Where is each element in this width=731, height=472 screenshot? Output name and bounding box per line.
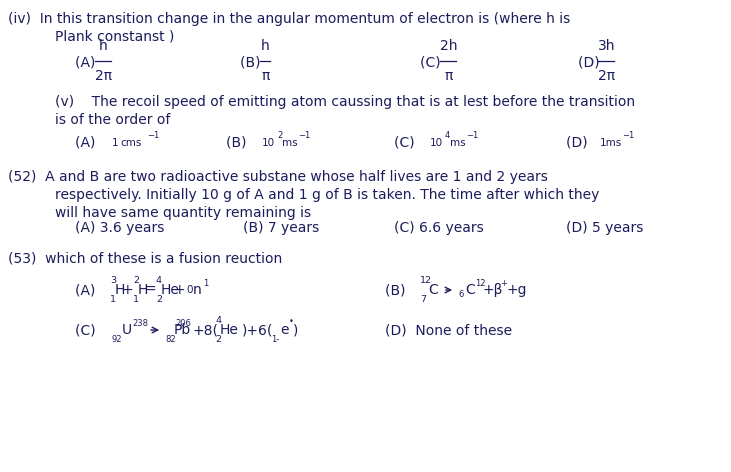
Text: He: He	[220, 323, 238, 337]
Text: will have same quantity remaining is: will have same quantity remaining is	[55, 206, 311, 220]
Text: is of the order of: is of the order of	[55, 113, 170, 127]
Text: H: H	[137, 283, 148, 297]
Text: 1: 1	[203, 278, 208, 287]
Text: =: =	[145, 283, 156, 297]
Text: (D) 5 years: (D) 5 years	[566, 221, 643, 235]
Text: ): )	[293, 323, 298, 337]
Text: (A): (A)	[75, 283, 99, 297]
Text: 1: 1	[133, 295, 139, 304]
Text: 7: 7	[420, 295, 426, 304]
Text: −1: −1	[147, 132, 159, 141]
Text: π: π	[261, 69, 270, 83]
Text: (D)  None of these: (D) None of these	[385, 323, 512, 337]
Text: −1: −1	[622, 132, 635, 141]
Text: −1: −1	[466, 132, 478, 141]
Text: +: +	[500, 278, 507, 287]
Text: 2h: 2h	[439, 39, 457, 53]
Text: +g: +g	[506, 283, 526, 297]
Text: H: H	[115, 283, 125, 297]
Text: 238: 238	[132, 319, 148, 328]
Text: 1: 1	[110, 295, 116, 304]
Text: 4: 4	[156, 276, 162, 285]
Text: (D): (D)	[578, 55, 604, 69]
Text: π: π	[444, 69, 452, 83]
Text: 3: 3	[110, 276, 116, 285]
Text: ms: ms	[450, 138, 466, 148]
Text: (C): (C)	[75, 323, 100, 337]
Text: +8(: +8(	[193, 323, 219, 337]
Text: Plank constanst ): Plank constanst )	[55, 30, 175, 44]
Text: +: +	[174, 283, 190, 297]
Text: (A): (A)	[75, 55, 99, 69]
Text: 10: 10	[430, 138, 443, 148]
Text: 1: 1	[112, 138, 118, 148]
Text: 1-: 1-	[271, 335, 279, 344]
Text: 12: 12	[475, 278, 485, 287]
Text: 4: 4	[215, 316, 221, 325]
Text: (C): (C)	[420, 55, 445, 69]
Text: respectively. Initially 10 g of A and 1 g of B is taken. The time after which th: respectively. Initially 10 g of A and 1 …	[55, 188, 599, 202]
Text: ms: ms	[282, 138, 298, 148]
Text: +β: +β	[483, 283, 504, 297]
Text: •: •	[289, 318, 294, 327]
Text: 1ms: 1ms	[600, 138, 622, 148]
Text: U: U	[122, 323, 132, 337]
Text: 2: 2	[277, 132, 282, 141]
Text: 6: 6	[458, 290, 463, 299]
Text: (iv)  In this transition change in the angular momentum of electron is (where h : (iv) In this transition change in the an…	[8, 12, 570, 26]
Text: 82: 82	[165, 335, 175, 344]
Text: n: n	[193, 283, 202, 297]
Text: 2π: 2π	[95, 69, 112, 83]
Text: 206: 206	[175, 319, 191, 328]
Text: (A): (A)	[75, 136, 99, 150]
Text: (D): (D)	[566, 136, 592, 150]
Text: C: C	[428, 283, 438, 297]
Text: (53)  which of these is a fusion reuction: (53) which of these is a fusion reuction	[8, 252, 282, 266]
Text: (B) 7 years: (B) 7 years	[243, 221, 319, 235]
Text: (B): (B)	[226, 136, 251, 150]
Text: −1: −1	[298, 132, 310, 141]
Text: 4: 4	[445, 132, 450, 141]
Text: Pb: Pb	[174, 323, 192, 337]
Text: e: e	[280, 323, 289, 337]
Text: (C): (C)	[394, 136, 419, 150]
Text: 92: 92	[112, 335, 123, 344]
Text: 2π: 2π	[598, 69, 615, 83]
Text: 10: 10	[262, 138, 275, 148]
Text: 2: 2	[133, 276, 139, 285]
Text: C: C	[465, 283, 474, 297]
Text: 2: 2	[156, 295, 162, 304]
Text: (52)  A and B are two radioactive substane whose half lives are 1 and 2 years: (52) A and B are two radioactive substan…	[8, 170, 548, 184]
Text: 3h: 3h	[598, 39, 616, 53]
Text: h: h	[261, 39, 270, 53]
Text: (A) 3.6 years: (A) 3.6 years	[75, 221, 164, 235]
Text: (v)    The recoil speed of emitting atom caussing that is at lest before the tra: (v) The recoil speed of emitting atom ca…	[55, 95, 635, 109]
Text: +: +	[122, 283, 134, 297]
Text: 0: 0	[186, 285, 192, 295]
Text: cms: cms	[120, 138, 141, 148]
Text: (B): (B)	[385, 283, 410, 297]
Text: 2: 2	[215, 335, 221, 344]
Text: )+6(: )+6(	[242, 323, 273, 337]
Text: He: He	[161, 283, 180, 297]
Text: 12: 12	[420, 276, 432, 285]
Text: h: h	[99, 39, 107, 53]
Text: (B): (B)	[240, 55, 265, 69]
Text: (C) 6.6 years: (C) 6.6 years	[394, 221, 484, 235]
